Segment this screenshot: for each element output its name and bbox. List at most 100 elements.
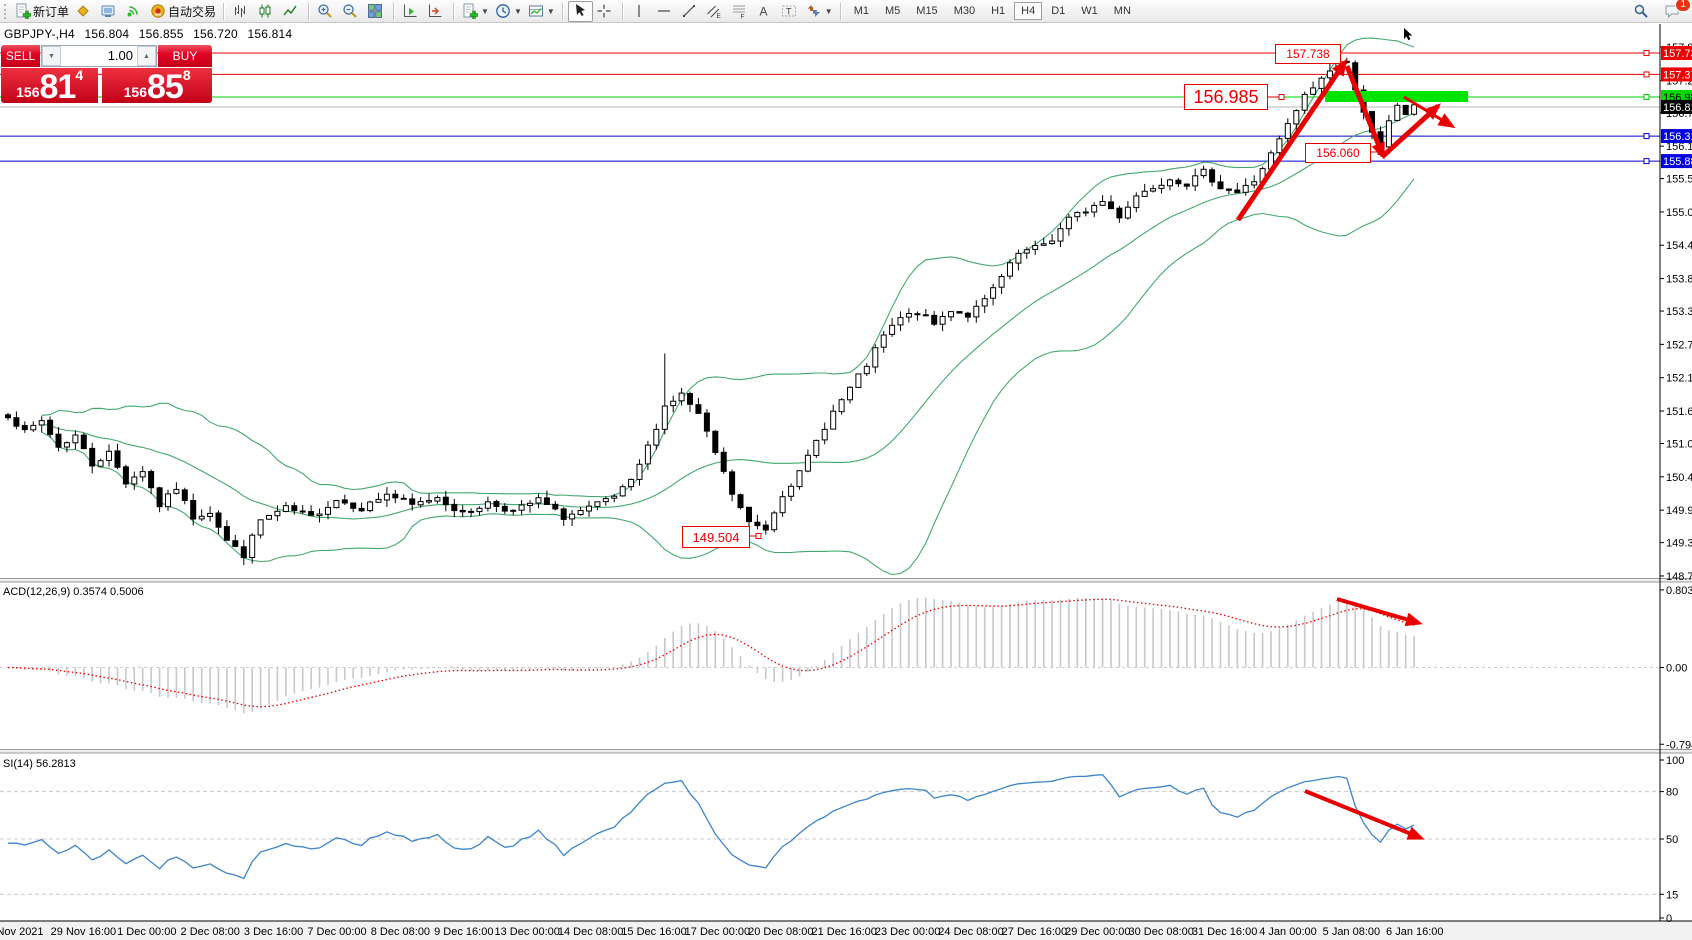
volume-input[interactable]: 1.00	[107, 48, 133, 63]
svg-text:30 Dec 08:00: 30 Dec 08:00	[1128, 926, 1193, 938]
toolbar-separator	[308, 2, 311, 20]
zoom-out-button[interactable]	[339, 1, 364, 22]
auto-scroll-icon	[402, 3, 418, 19]
vertical-line-button[interactable]	[628, 1, 653, 22]
trendline-icon	[681, 3, 697, 19]
svg-text:9 Dec 16:00: 9 Dec 16:00	[434, 926, 493, 938]
trendline-button[interactable]	[678, 1, 703, 22]
zoom-in-icon	[317, 3, 333, 19]
styler-button[interactable]	[72, 1, 97, 22]
svg-text:152.755: 152.755	[1666, 339, 1692, 351]
timeframe-w1-button[interactable]: W1	[1081, 5, 1098, 17]
divider-1[interactable]	[0, 578, 1692, 583]
chart-shift-button[interactable]	[424, 1, 449, 22]
sell-price-prefix: 156	[16, 84, 40, 100]
chart-shift-icon	[427, 3, 443, 19]
search-button[interactable]	[1630, 1, 1655, 22]
chevron-down-icon: ▼	[481, 6, 489, 16]
arrows-button[interactable]: ▼	[803, 1, 836, 22]
signals-button[interactable]	[122, 1, 147, 22]
svg-text:29 Nov 16:00: 29 Nov 16:00	[51, 926, 116, 938]
timeframe-m5-button[interactable]: M5	[885, 5, 901, 17]
svg-text:1 Dec 00:00: 1 Dec 00:00	[117, 926, 176, 938]
new-order-label: 新订单	[33, 4, 70, 19]
vertical-line-icon	[631, 3, 647, 19]
notifications-button[interactable]: 1	[1661, 0, 1691, 22]
sell-button[interactable]: SELL	[1, 45, 40, 67]
svg-text:F: F	[740, 14, 744, 20]
svg-text:5 Jan 08:00: 5 Jan 08:00	[1323, 926, 1381, 938]
time-axis[interactable]: Nov 2021 29 Nov 16:00 1 Dec 00:00 2 Dec 08:…	[0, 926, 1444, 938]
sell-price-sup: 4	[75, 67, 84, 83]
auto-scroll-button[interactable]	[399, 1, 424, 22]
svg-text:2 Dec 08:00: 2 Dec 08:00	[181, 926, 240, 938]
timeframe-mn-button[interactable]: MN	[1113, 5, 1131, 17]
svg-text:24 Dec 08:00: 24 Dec 08:00	[938, 926, 1003, 938]
templates-button[interactable]: ▼	[525, 1, 558, 22]
text-label-icon: T	[781, 3, 797, 19]
mouse-cursor	[1404, 28, 1413, 41]
toolbar: 新订单 自动交易 ▼ ▼ ▼ E F A T ▼ M1 M5 M15 M30 H1 H4 D1 W1 MN 1	[0, 0, 1692, 23]
buy-button[interactable]: BUY	[158, 45, 212, 67]
buy-price[interactable]: 156 85 8	[102, 68, 212, 104]
auto-trading-button[interactable]: 自动交易	[147, 1, 219, 22]
crosshair-button[interactable]	[593, 1, 618, 22]
zoom-in-button[interactable]	[314, 1, 339, 22]
cursor-button[interactable]	[567, 0, 593, 22]
timeframe-h1-button[interactable]: H1	[991, 5, 1006, 17]
timeframe-m30-button[interactable]: M30	[953, 5, 976, 17]
price-axis[interactable]: 157.840157.265156.715156.145155.590155.0…	[0, 24, 1692, 925]
indicators-button[interactable]: ▼	[459, 1, 492, 22]
line-chart-button[interactable]	[279, 1, 304, 22]
timeframe-m15-button[interactable]: M15	[916, 5, 938, 17]
quote-low: 156.720	[193, 27, 238, 41]
sell-price[interactable]: 156 81 4	[1, 67, 99, 104]
svg-text:150.490: 150.490	[1666, 472, 1692, 484]
tile-windows-button[interactable]	[364, 1, 389, 22]
toolbar-separator	[839, 2, 842, 20]
indicators-icon	[462, 3, 479, 19]
price-annotation-149-504: 149.504	[682, 526, 750, 548]
equidistant-channel-button[interactable]: E	[703, 1, 728, 22]
toolbar-separator	[621, 2, 624, 20]
quote-high: 156.855	[138, 27, 184, 41]
new-order-button[interactable]: 新订单	[12, 1, 72, 22]
svg-text:153.325: 153.325	[1666, 306, 1692, 318]
quote-close: 156.814	[247, 27, 293, 41]
svg-text:14 Dec 08:00: 14 Dec 08:00	[558, 926, 623, 938]
svg-text:23 Dec 00:00: 23 Dec 00:00	[875, 926, 940, 938]
horizontal-line-button[interactable]	[653, 1, 678, 22]
rsi-label: SI(14) 56.2813	[3, 758, 76, 770]
periods-button[interactable]: ▼	[492, 1, 525, 22]
svg-text:100: 100	[1666, 755, 1684, 767]
svg-text:17 Dec 00:00: 17 Dec 00:00	[685, 926, 750, 938]
quote-bar: GBPJPY-,H4 156.804 156.855 156.720 156.8…	[4, 27, 298, 41]
text-label-button[interactable]: T	[778, 1, 803, 22]
fibonacci-icon: F	[731, 3, 747, 19]
svg-text:21 Dec 16:00: 21 Dec 16:00	[811, 926, 876, 938]
svg-text:50: 50	[1666, 834, 1678, 846]
chevron-down-icon: ▼	[824, 6, 833, 16]
text-button[interactable]: A	[753, 1, 778, 22]
fibonacci-button[interactable]: F	[728, 1, 753, 22]
svg-text:154.450: 154.450	[1666, 240, 1692, 252]
bar-chart-button[interactable]	[229, 1, 254, 22]
timeframe-d1-button[interactable]: D1	[1051, 5, 1066, 17]
terminal-button[interactable]	[97, 1, 122, 22]
svg-text:156.814: 156.814	[1663, 102, 1692, 114]
timeframe-m1-button[interactable]: M1	[853, 5, 869, 17]
svg-text:80: 80	[1666, 787, 1678, 799]
volume-decrease-button[interactable]: ▼	[42, 46, 61, 66]
svg-text:155.590: 155.590	[1666, 174, 1692, 186]
timeframe-h4-button[interactable]: H4	[1014, 2, 1043, 20]
macd-label: ACD(12,26,9) 0.3574 0.5006	[3, 586, 144, 598]
svg-text:15 Dec 16:00: 15 Dec 16:00	[621, 926, 686, 938]
volume-increase-button[interactable]: ▲	[137, 46, 156, 66]
candlestick-chart-button[interactable]	[254, 1, 279, 22]
svg-text:8 Dec 08:00: 8 Dec 08:00	[371, 926, 430, 938]
divider-2[interactable]	[0, 749, 1692, 754]
chart-canvas[interactable]: 157.840157.265156.715156.145155.590155.0…	[0, 24, 1692, 940]
svg-text:153.880: 153.880	[1666, 274, 1692, 286]
arrows-icon	[806, 3, 822, 19]
svg-text:149.920: 149.920	[1666, 505, 1692, 517]
